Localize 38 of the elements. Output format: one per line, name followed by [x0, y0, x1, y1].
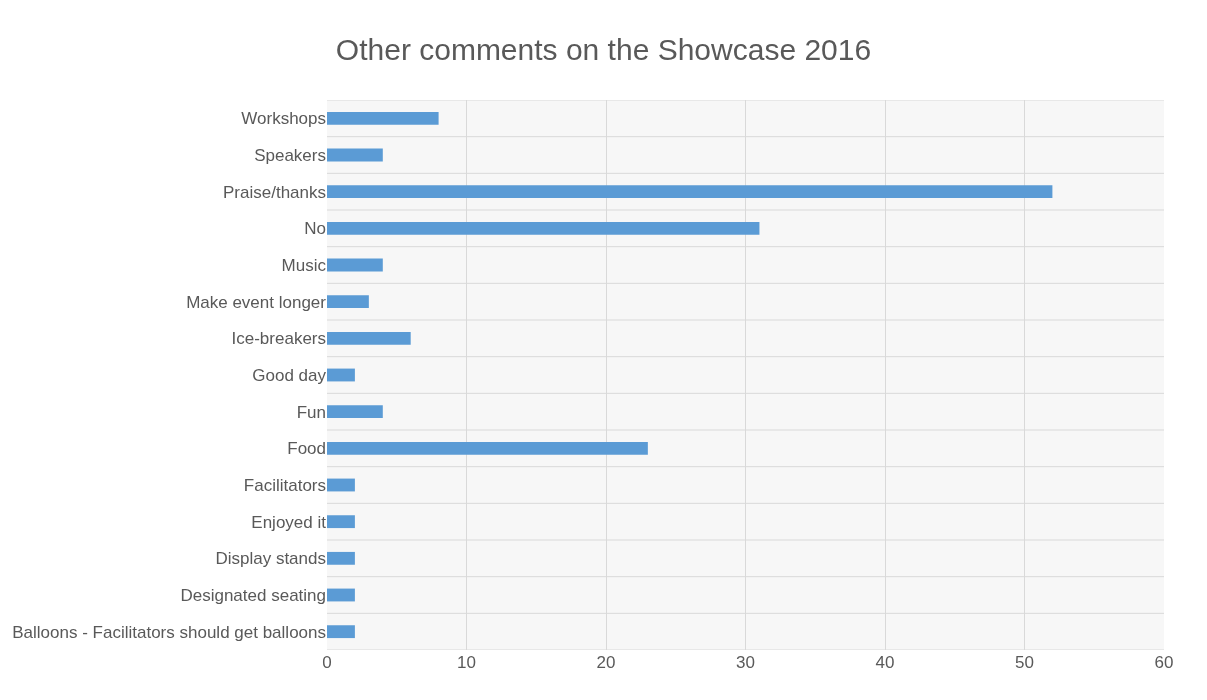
- y-tick-label: Facilitators: [243, 475, 326, 495]
- y-tick-label: Good day: [252, 365, 327, 385]
- y-tick-label: Ice-breakers: [231, 329, 326, 349]
- x-tick-label: 50: [1015, 653, 1034, 672]
- bar: [327, 258, 383, 272]
- x-tick-label: 40: [875, 653, 895, 672]
- x-tick-label: 10: [457, 653, 476, 672]
- y-tick-label: Praise/thanks: [223, 182, 326, 202]
- bar: [327, 478, 355, 492]
- bar: [327, 405, 383, 419]
- y-tick-label: Balloons - Facilitators should get balloons: [12, 622, 326, 642]
- y-tick-label: Speakers: [254, 145, 326, 165]
- bar: [327, 588, 355, 602]
- y-tick-label: Enjoyed it: [251, 512, 327, 532]
- bar: [327, 148, 383, 162]
- bar: [327, 185, 1053, 199]
- bar: [327, 111, 439, 125]
- y-tick-label: Workshops: [241, 109, 326, 129]
- bar: [327, 295, 369, 309]
- y-tick-label: Display stands: [215, 549, 326, 569]
- x-tick-label: 20: [596, 653, 616, 672]
- x-tick-label: 0: [322, 653, 332, 672]
- y-tick-label: No: [304, 219, 326, 239]
- bar: [327, 515, 355, 529]
- chart-title: Other comments on the Showcase 2016: [335, 32, 872, 66]
- bar: [327, 368, 355, 382]
- y-tick-label: Designated seating: [180, 585, 326, 605]
- y-tick-label: Fun: [296, 402, 326, 422]
- x-tick-label: 30: [736, 653, 755, 672]
- bar: [327, 441, 648, 455]
- y-tick-label: Food: [287, 439, 326, 459]
- y-tick-label: Make event longer: [186, 292, 327, 312]
- bar: [327, 551, 355, 565]
- bar: [327, 221, 760, 235]
- bar: [327, 331, 411, 345]
- x-tick-label: 60: [1154, 653, 1174, 672]
- bar: [327, 625, 355, 639]
- y-tick-label: Music: [281, 255, 327, 275]
